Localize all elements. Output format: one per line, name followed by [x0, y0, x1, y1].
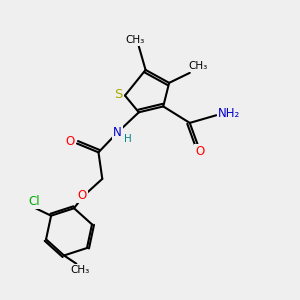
Text: S: S: [114, 88, 123, 101]
Text: NH₂: NH₂: [218, 107, 240, 120]
Text: H: H: [124, 134, 132, 144]
Text: CH₃: CH₃: [126, 35, 145, 45]
Text: N: N: [113, 126, 122, 139]
Text: O: O: [78, 189, 87, 202]
Text: O: O: [66, 135, 75, 148]
Text: Cl: Cl: [28, 195, 40, 208]
Text: CH₃: CH₃: [188, 61, 208, 71]
Text: CH₃: CH₃: [70, 265, 89, 275]
Text: O: O: [195, 145, 205, 158]
